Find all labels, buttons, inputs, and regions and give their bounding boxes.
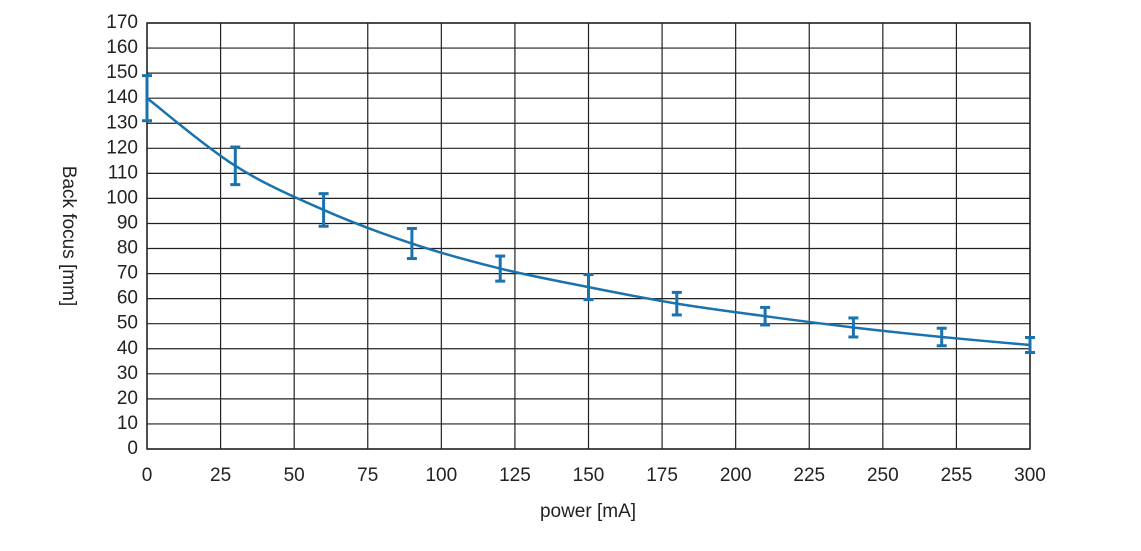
- x-tick-label: 0: [142, 465, 153, 486]
- y-tick-label: 100: [106, 187, 138, 208]
- x-tick-label: 150: [573, 465, 605, 486]
- y-tick-label: 140: [106, 87, 138, 108]
- error-bar: [406, 226, 417, 261]
- y-tick-label: 170: [106, 12, 138, 33]
- x-tick-label: 175: [646, 465, 678, 486]
- x-tick-label: 225: [793, 465, 825, 486]
- x-tick-label: 50: [284, 465, 305, 486]
- y-tick-label: 50: [117, 313, 138, 334]
- y-tick-label: 70: [117, 263, 138, 284]
- x-tick-label: 25: [210, 465, 231, 486]
- y-tick-label: 20: [117, 388, 138, 409]
- error-bar: [848, 316, 859, 339]
- y-tick-label: 120: [106, 137, 138, 158]
- error-bar: [142, 74, 152, 123]
- x-tick-label: 75: [357, 465, 378, 486]
- error-bar: [230, 145, 241, 187]
- x-tick-label: 300: [1014, 465, 1046, 486]
- x-tick-label: 200: [720, 465, 752, 486]
- error-bar: [318, 192, 329, 228]
- plot-frame: [146, 22, 1031, 450]
- error-bar: [495, 254, 506, 283]
- x-tick-label: 250: [867, 465, 899, 486]
- x-tick-label: 125: [499, 465, 531, 486]
- x-tick-label: 255: [941, 465, 973, 486]
- y-tick-label: 130: [106, 112, 138, 133]
- y-tick-label: 10: [117, 413, 138, 434]
- error-bar: [671, 290, 682, 317]
- y-tick-label: 30: [117, 363, 138, 384]
- y-tick-label: 150: [106, 62, 138, 83]
- y-tick-label: 90: [117, 212, 138, 233]
- y-tick-label: 0: [127, 438, 138, 459]
- x-tick-label: 100: [425, 465, 457, 486]
- y-tick-label: 160: [106, 37, 138, 58]
- y-tick-label: 60: [117, 288, 138, 309]
- y-axis-label: Back focus [mm]: [58, 166, 79, 306]
- x-axis-label: power [mA]: [540, 501, 636, 522]
- y-tick-label: 110: [108, 162, 138, 183]
- y-tick-label: 40: [117, 338, 138, 359]
- error-bar: [583, 273, 594, 302]
- error-bar: [760, 305, 771, 327]
- error-bar: [936, 326, 947, 348]
- error-bar: [1025, 335, 1035, 355]
- y-tick-label: 80: [117, 238, 138, 259]
